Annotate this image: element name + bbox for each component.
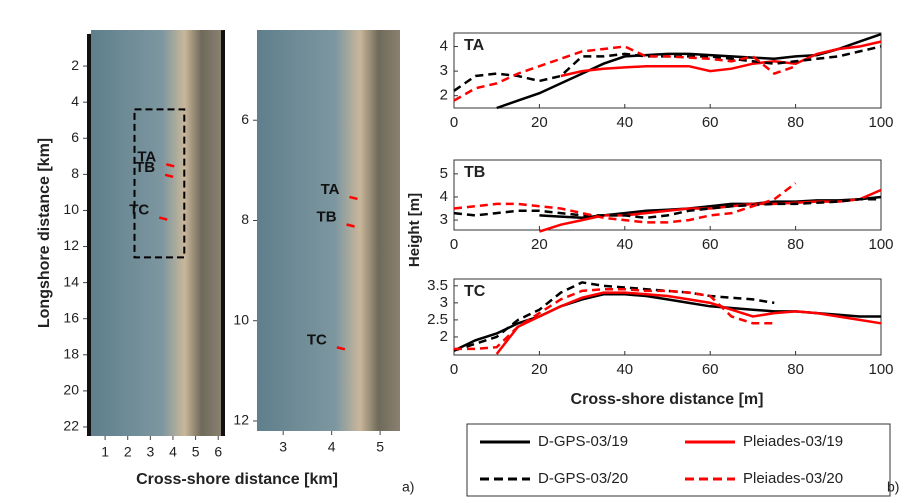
transect — [158, 216, 168, 221]
transect-label: TA — [321, 181, 340, 198]
x-tick-label: 3 — [279, 439, 287, 455]
plot-area — [453, 32, 882, 109]
plot-area — [453, 159, 882, 231]
x-tick-label: 20 — [531, 114, 548, 131]
x-tick-label: 2 — [124, 444, 132, 460]
panel-label: b) — [887, 479, 899, 495]
x-tick-label: 0 — [450, 114, 458, 131]
x-tick-label: 4 — [328, 439, 336, 455]
y-tick-label: 5 — [440, 165, 448, 182]
y-tick-label: 10 — [63, 201, 79, 217]
transect-label: TC — [307, 331, 327, 348]
x-tick-label: 80 — [787, 236, 804, 253]
x-tick-label: 60 — [702, 236, 719, 253]
y-tick-label: 20 — [63, 382, 79, 398]
satellite-image — [91, 30, 221, 436]
y-tick-label: 3 — [440, 294, 448, 311]
y-tick-label: 3 — [440, 62, 448, 79]
x-axis-label: Cross-shore distance [km] — [136, 471, 338, 488]
series-line — [453, 281, 775, 352]
legend-label: D-GPS-03/19 — [538, 433, 628, 450]
zoom-box — [133, 108, 186, 259]
series-line — [453, 198, 881, 220]
transect — [165, 163, 175, 168]
y-tick-label: 16 — [63, 309, 79, 325]
plot-area — [453, 278, 882, 356]
panel-label: a) — [402, 479, 414, 495]
x-tick-label: 40 — [616, 361, 633, 378]
x-tick-label: 0 — [450, 236, 458, 253]
x-tick-label: 5 — [192, 444, 200, 460]
x-tick-label: 20 — [531, 236, 548, 253]
satellite-image — [257, 30, 400, 431]
x-tick-label: 40 — [616, 236, 633, 253]
y-tick-label: 4 — [440, 37, 448, 54]
x-tick-label: 6 — [214, 444, 222, 460]
transect-label: TA — [137, 148, 156, 165]
x-tick-label: 80 — [787, 361, 804, 378]
y-axis-label: Height [m] — [406, 193, 423, 267]
series-line — [560, 40, 882, 78]
y-tick-label: 12 — [63, 237, 79, 253]
y-tick-label: 4 — [71, 93, 79, 109]
y-tick-label: 2 — [440, 328, 448, 345]
y-tick-label: 14 — [63, 273, 79, 289]
x-tick-label: 100 — [868, 236, 893, 253]
x-axis-label: Cross-shore distance [m] — [571, 391, 764, 408]
x-tick-label: 100 — [868, 114, 893, 131]
x-tick-label: 4 — [169, 444, 177, 460]
y-axis-label: Longshore distance [km] — [36, 138, 53, 328]
y-tick-label: 18 — [63, 346, 79, 362]
transect-label: TB — [135, 159, 155, 176]
y-tick-label: 3.5 — [427, 277, 448, 294]
x-tick-label: 60 — [702, 361, 719, 378]
x-tick-label: 60 — [702, 114, 719, 131]
y-tick-label: 8 — [71, 165, 79, 181]
y-tick-label: 8 — [241, 211, 249, 227]
x-tick-label: 40 — [616, 114, 633, 131]
legend-label: Pleiades-03/20 — [743, 470, 843, 487]
series-line — [453, 182, 797, 224]
x-tick-label: 100 — [868, 361, 893, 378]
x-tick-label: 0 — [450, 361, 458, 378]
y-tick-label: 4 — [440, 188, 448, 205]
legend-label: D-GPS-03/20 — [538, 470, 628, 487]
transect — [349, 195, 358, 201]
transect-label: TB — [317, 208, 337, 225]
y-tick-label: 2.5 — [427, 311, 448, 328]
series-line — [454, 287, 775, 351]
transect — [164, 173, 174, 179]
panel-title: TC — [464, 283, 486, 300]
y-tick-label: 2 — [440, 87, 448, 104]
x-tick-label: 5 — [376, 439, 384, 455]
legend-label: Pleiades-03/19 — [743, 433, 843, 450]
transect — [346, 223, 355, 228]
x-tick-label: 3 — [146, 444, 154, 460]
panel-title: TB — [464, 164, 485, 181]
y-tick-label: 12 — [233, 412, 249, 428]
series-line — [495, 291, 882, 355]
panel-title: TA — [464, 37, 485, 54]
y-tick-label: 6 — [241, 111, 249, 127]
transect-label: TC — [129, 202, 149, 219]
y-tick-label: 10 — [233, 311, 249, 327]
x-tick-label: 80 — [787, 114, 804, 131]
y-tick-label: 3 — [440, 211, 448, 228]
y-tick-label: 2 — [71, 57, 79, 73]
transect — [336, 346, 346, 351]
y-tick-label: 6 — [71, 129, 79, 145]
x-tick-label: 1 — [101, 444, 109, 460]
legend-box — [466, 423, 891, 497]
y-tick-label: 22 — [63, 418, 79, 434]
x-tick-label: 20 — [531, 361, 548, 378]
